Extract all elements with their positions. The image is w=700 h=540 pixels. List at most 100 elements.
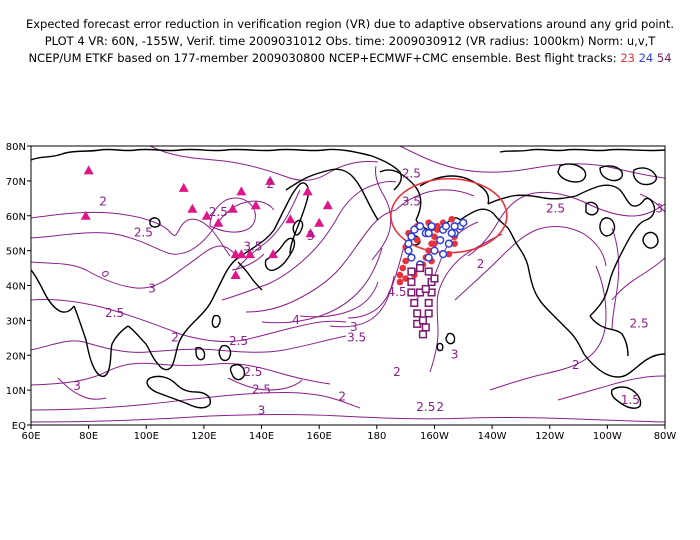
contour-label: 2.5 [546,201,565,215]
sensitivity-triangle [305,228,316,238]
contour-label: 2 [338,390,346,404]
y-tick-label: 10N [6,386,26,397]
track-54-point [418,316,427,325]
y-tick-label: 80N [6,142,26,153]
coastline [211,314,221,328]
x-tick-label: 140W [478,431,507,442]
contour-line [261,247,383,324]
contour-line [31,335,347,353]
contour-line [231,253,265,271]
track-label-24: 24 [638,51,654,65]
x-tick-label: 80W [654,431,677,442]
sensitivity-triangle [201,210,212,220]
contour-line [489,265,607,391]
sensitivity-triangle [230,270,241,280]
coastline [273,182,310,255]
contour-label: 2 [436,400,444,414]
x-tick-label: 80E [79,431,98,442]
x-tick-label: 180 [367,431,386,442]
contour-label: 3 [307,229,315,243]
title-line-3-text: NCEP/UM ETKF based on 177-member 2009030… [28,51,617,65]
contour-line [31,299,347,343]
track-label-23: 23 [620,51,635,65]
coastline [73,305,129,378]
contour-label: 2 [393,365,401,379]
track-24-point [415,222,425,231]
coastline [642,231,659,249]
contour-line [611,257,665,301]
contour-line [31,245,241,289]
track-24-point [438,249,448,259]
map-layers: 22.532.52 2.52.523.534 33.54.52.53.522.5 32… [31,146,665,423]
contour-label: 3 [655,201,663,215]
sensitivity-triangle [322,200,333,210]
track-24-point [447,229,456,238]
sensitivity-triangle [265,175,276,185]
coastline [589,315,629,357]
track-54-point [421,323,430,332]
sensitivity-triangle [236,186,247,196]
track-54-point [407,277,416,287]
coastline [599,165,624,182]
title-line-2: PLOT 4 VR: 60N, -155W, Verif. time 20090… [44,34,656,48]
contour-label: 3 [258,404,266,418]
sensitivity-triangle [80,210,91,220]
y-tick-label: 60N [6,212,26,223]
track-23-point [445,250,453,258]
track-54-point [413,309,422,318]
contour-label: 1.5 [621,393,640,407]
coastline [599,217,616,237]
contour-label: 3 [350,320,358,334]
coastline [31,269,75,313]
contour-line [299,281,379,318]
contour-line [57,377,107,400]
track-24-point [444,239,454,248]
coastline [149,217,161,228]
contour-line [31,414,665,423]
contour-label: 2.5 [252,383,271,397]
x-tick-label: 160E [306,431,331,442]
flight-track-54 [407,264,439,339]
contour-line [31,211,231,257]
y-axis-ticks: EQ 10N 20N 30N 40N 50N 60N 70N 80N [6,142,31,432]
coastline [493,213,529,267]
title-line-1: Expected forecast error reduction in ver… [25,17,675,31]
contour-label: 2.5 [134,226,153,240]
contour-lines [31,146,665,423]
sensitivity-triangle [83,165,94,175]
coastline [285,168,379,221]
contour-label: 3.5 [402,194,421,208]
coastline [195,346,206,361]
contour-label: 2.5 [229,334,248,348]
coastline [31,148,403,191]
contour-line [611,227,620,331]
coastline [583,353,665,378]
coastline [445,332,456,345]
track-24-point [436,236,445,245]
contour-line [221,181,397,301]
track-23-point [402,257,409,265]
map-frame [30,145,666,426]
contour-line [639,193,665,213]
y-tick-label: 40N [6,282,26,293]
track-24-point [450,222,459,231]
sensitivity-triangle [250,200,261,210]
contour-label: 2.5 [209,205,228,219]
track-24-point [441,222,451,231]
coastline [229,364,246,381]
contour-line [329,245,405,328]
track-24-point [427,222,436,231]
coastline [589,255,621,317]
flight-track-24 [404,218,468,269]
contour-line [429,233,503,373]
coastline [264,237,296,272]
sensitivity-triangle [285,214,296,224]
coastline [527,265,585,355]
sensitivity-triangle [178,182,189,192]
contour-labels: 22.532.52 2.52.523.534 33.54.52.53.522.5 32… [73,166,663,418]
sensitivity-triangle [245,249,256,259]
sensitivity-triangle [302,186,313,196]
track-23-point [431,240,438,247]
contour-line [399,146,665,179]
